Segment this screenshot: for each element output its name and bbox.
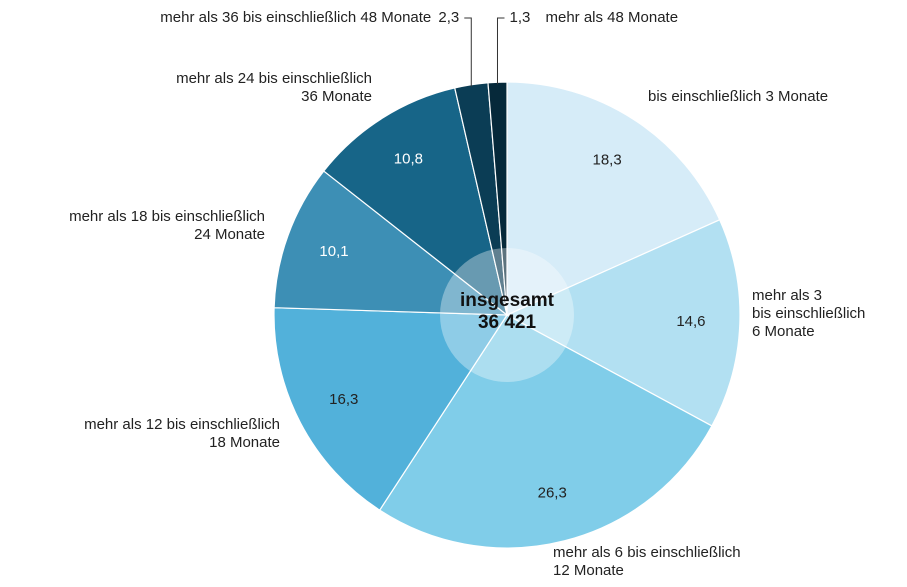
pie-slice <box>506 81 721 316</box>
pie-slice <box>505 218 741 427</box>
leader-line <box>496 17 505 85</box>
value-label: 10,8 <box>394 151 423 168</box>
category-label: mehr als 18 bis einschließlich 24 Monate <box>69 208 265 243</box>
category-label: mehr als 36 bis einschließlich 48 Monate <box>160 9 431 26</box>
category-label: mehr als 3 bis einschließlich 6 Monate <box>752 287 865 340</box>
value-label: 1,3 <box>509 9 530 26</box>
value-label: 10,1 <box>319 243 348 260</box>
value-label: 14,6 <box>676 313 705 330</box>
pie-slice <box>378 314 713 549</box>
value-label: 2,3 <box>438 9 459 26</box>
center-label: insgesamt <box>460 290 555 311</box>
value-label: 18,3 <box>592 151 621 168</box>
category-label: bis einschließlich 3 Monate <box>648 88 828 105</box>
category-label: mehr als 24 bis einschließlich 36 Monate <box>176 70 372 105</box>
pie-slice <box>273 170 509 316</box>
pie-slice <box>322 87 508 317</box>
center-label: 36 421 <box>478 312 537 333</box>
leader-line <box>464 17 472 87</box>
pie-slice <box>273 307 509 511</box>
center-disc <box>440 248 574 382</box>
value-label: 26,3 <box>538 484 567 501</box>
category-label: mehr als 48 Monate <box>545 9 678 26</box>
category-label: mehr als 6 bis einschließlich 12 Monate <box>553 544 741 579</box>
value-label: 16,3 <box>329 391 358 408</box>
category-label: mehr als 12 bis einschließlich 18 Monate <box>84 416 280 451</box>
